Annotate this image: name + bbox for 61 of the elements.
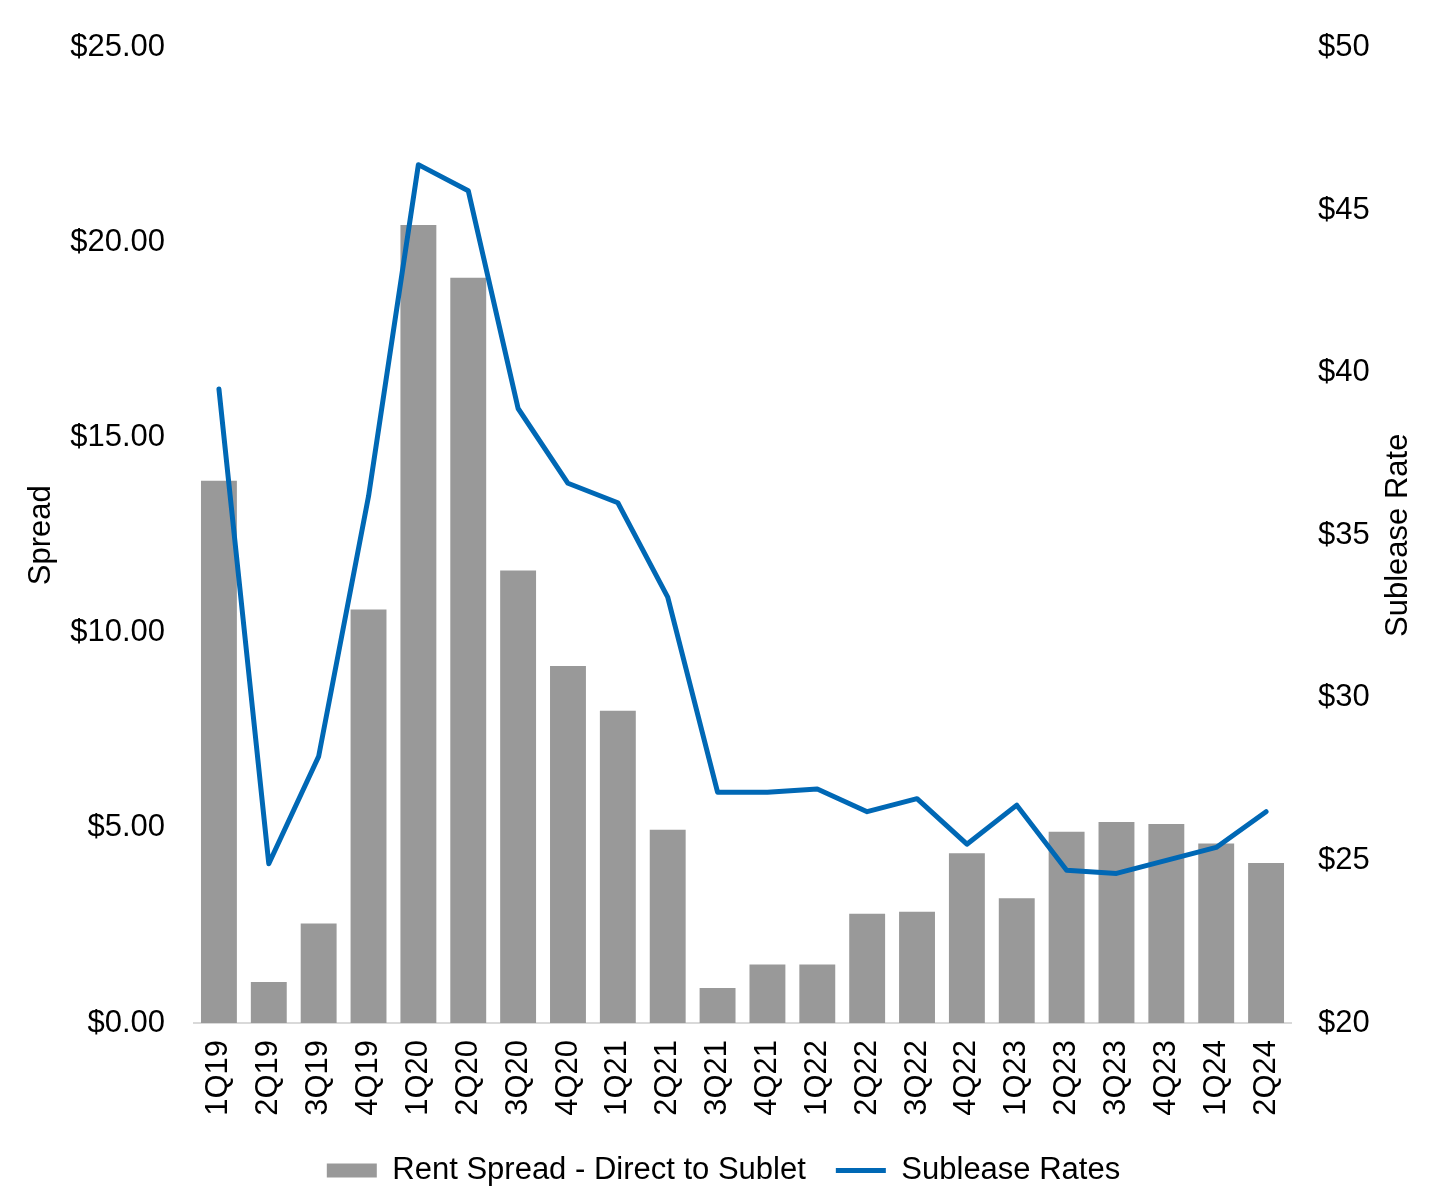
bar: [350, 609, 387, 1023]
bar: [1248, 863, 1285, 1023]
bar: [948, 853, 985, 1023]
x-tick-label: 3Q21: [698, 1040, 734, 1116]
bar: [1098, 822, 1135, 1023]
x-tick-label: 3Q23: [1097, 1040, 1133, 1116]
bar: [550, 666, 586, 1023]
y2-tick-label: $25: [1318, 840, 1370, 876]
y-tick-label: $5.00: [87, 808, 165, 844]
x-tick-label: 2Q23: [1047, 1040, 1083, 1116]
x-tick-label: 2Q19: [249, 1040, 285, 1116]
bar: [699, 987, 736, 1023]
x-tick-label: 2Q21: [648, 1040, 684, 1116]
bar: [300, 923, 337, 1023]
bar: [500, 570, 537, 1023]
x-tick-label: 2Q22: [847, 1040, 883, 1116]
x-tick-label: 4Q22: [947, 1040, 983, 1116]
x-tick-label: 4Q23: [1146, 1040, 1182, 1116]
bar: [899, 911, 935, 1023]
bar: [1148, 824, 1185, 1023]
bar: [1198, 843, 1235, 1023]
x-tick-label: 2Q20: [448, 1040, 484, 1116]
y2-tick-label: $50: [1318, 28, 1370, 64]
x-tick-label: 4Q21: [747, 1040, 783, 1116]
y2-axis-title: Sublease Rate: [1378, 433, 1414, 637]
y2-tick-label: $35: [1318, 515, 1370, 551]
bar: [849, 913, 886, 1023]
bar: [599, 710, 636, 1023]
bar: [1048, 831, 1085, 1023]
y-tick-label: $10.00: [70, 613, 165, 649]
x-tick-label: 1Q19: [199, 1040, 235, 1116]
bar: [250, 982, 287, 1023]
x-tick-label: 3Q22: [897, 1040, 933, 1116]
y2-tick-label: $30: [1318, 678, 1370, 714]
x-tick-label: 1Q21: [598, 1040, 634, 1116]
bar: [450, 277, 487, 1023]
x-tick-label: 4Q20: [548, 1040, 584, 1116]
bar: [400, 225, 437, 1023]
y2-tick-label: $40: [1318, 353, 1370, 389]
legend-label: Rent Spread - Direct to Sublet: [392, 1151, 807, 1187]
y-tick-label: $20.00: [70, 223, 165, 259]
legend-label: Sublease Rates: [901, 1151, 1121, 1187]
y-tick-label: $0.00: [87, 1003, 165, 1039]
bar: [200, 480, 237, 1023]
x-tick-label: 1Q22: [797, 1040, 833, 1116]
y-axis-title: Spread: [22, 485, 58, 586]
y-tick-label: $15.00: [70, 418, 165, 454]
x-tick-label: 1Q20: [398, 1040, 434, 1116]
x-tick-label: 4Q19: [349, 1040, 385, 1116]
x-tick-label: 3Q19: [299, 1040, 335, 1116]
bar: [799, 964, 836, 1023]
y2-tick-label: $20: [1318, 1003, 1370, 1039]
x-tick-label: 2Q24: [1246, 1040, 1282, 1116]
y-tick-label: $25.00: [70, 28, 165, 64]
y2-tick-label: $45: [1318, 190, 1370, 226]
bar: [998, 898, 1035, 1023]
x-tick-label: 1Q23: [997, 1040, 1033, 1116]
x-tick-label: 1Q24: [1196, 1040, 1232, 1116]
bar: [649, 829, 686, 1023]
x-tick-label: 3Q20: [498, 1040, 534, 1116]
bar: [749, 964, 786, 1023]
